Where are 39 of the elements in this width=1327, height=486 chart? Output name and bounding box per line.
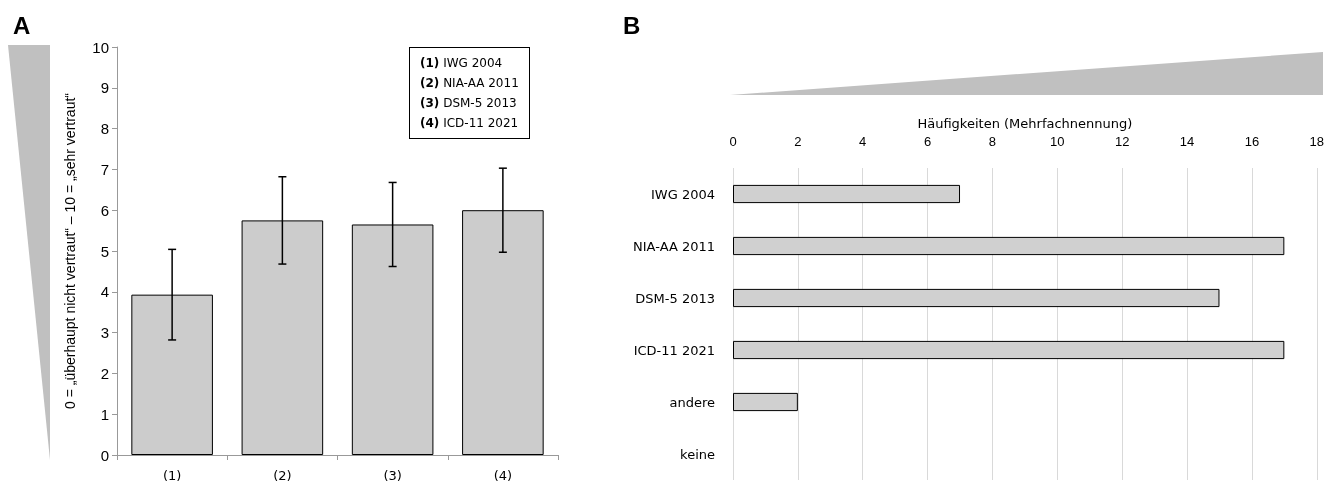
x-tick-label: 10 [1050,134,1065,149]
x-axis-title: Häufigkeiten (Mehrfachnennung) [917,116,1133,131]
x-tick-label: (1) [162,468,182,483]
x-tick-label: 0 [729,134,737,149]
y-tick-label: 2 [100,364,109,382]
y-tick-label: keine [680,446,715,462]
y-tick-label: DSM-5 2013 [635,290,715,306]
y-tick-label: 3 [100,324,109,342]
annotation: (4) ICD-11 2021 [420,115,519,132]
x-tick-label: (2) [273,468,292,483]
x-tick-label: 2 [794,134,802,149]
annotation: (2) NIA-AA 2011 [420,75,519,92]
y-tick-label: 7 [100,160,109,178]
y-axis-title: 0 = „überhaupt nicht vertraut“ – 10 = „sehr vertraut“ [62,92,78,409]
y-tick-label: 4 [100,283,109,301]
chart-title: B [623,11,641,39]
x-tick-label: 12 [1114,134,1130,149]
y-tick-label: IWG 2004 [651,186,715,202]
y-tick-label: 1 [100,405,109,423]
x-tick-label: 14 [1179,134,1195,149]
x-tick-label: (4) [493,468,513,483]
y-tick-label: 9 [100,79,109,97]
x-tick-label: 6 [923,134,932,149]
y-tick-label: andere [669,394,715,410]
y-tick-label: 0 [100,446,109,464]
x-tick-label: (3) [383,468,402,483]
annotation: (3) DSM-5 2013 [420,95,518,112]
y-tick-label: ICD-11 2021 [633,342,715,358]
x-tick-label: 4 [859,134,867,149]
chart-title: A [13,11,31,39]
x-tick-label: 8 [988,134,997,149]
annotation: (1) IWG 2004 [420,55,504,72]
y-tick-label: 6 [100,201,109,219]
y-tick-label: 10 [92,38,109,56]
x-tick-label: 16 [1244,134,1260,149]
y-tick-label: NIA-AA 2011 [633,238,715,254]
x-tick-label: 18 [1309,134,1324,149]
y-tick-label: 8 [100,120,109,138]
y-tick-label: 5 [100,242,109,260]
